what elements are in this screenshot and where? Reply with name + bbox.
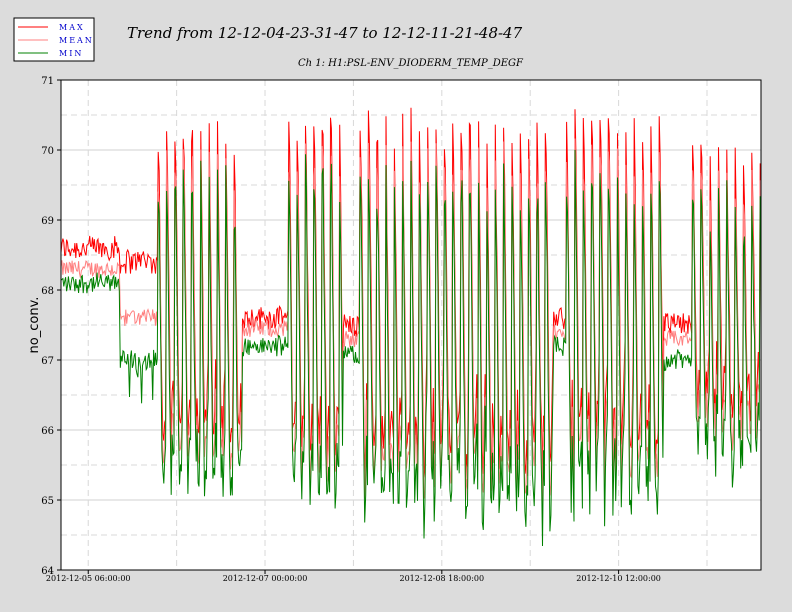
x-tick-label: 2012-12-05 06:00:00 [46,574,131,583]
y-tick-label: 67 [41,356,54,367]
series-layer [60,107,761,547]
y-tick-label: 70 [41,146,54,157]
legend: MAX MEAN MIN [13,17,95,62]
y-tick-label: 68 [41,286,54,297]
chart-title: Trend from 12-12-04-23-31-47 to 12-12-11… [127,24,523,42]
y-tick-label: 66 [41,426,54,437]
y-tick-label: 65 [41,496,54,507]
y-axis-ticks: 64 65 66 67 68 69 70 71 [41,76,61,577]
y-tick-label: 69 [41,216,54,227]
chart-subtitle: Ch 1: H1:PSL-ENV_DIODERM_TEMP_DEGF [298,58,524,69]
series-line-min [60,149,761,547]
legend-label-max: MAX [59,23,85,32]
plot-frame [60,79,762,571]
x-axis-ticks: 2012-12-05 06:00:00 2012-12-07 00:00:00 20… [46,570,661,583]
y-tick-label: 71 [41,76,54,87]
x-tick-label: 2012-12-10 12:00:00 [576,574,661,583]
legend-label-min: MIN [59,49,83,58]
y-tick-label: 64 [41,566,54,577]
x-tick-label: 2012-12-07 00:00:00 [223,574,308,583]
y-axis-label: no_conv. [27,297,42,354]
legend-label-mean: MEAN [59,36,94,45]
x-tick-label: 2012-12-08 18:00:00 [400,574,485,583]
